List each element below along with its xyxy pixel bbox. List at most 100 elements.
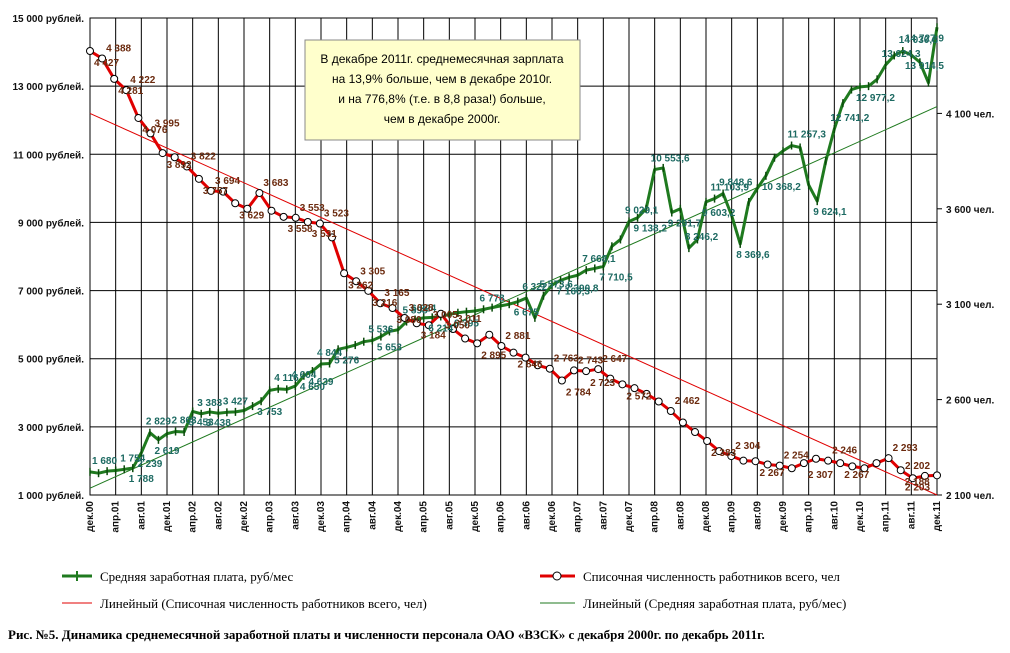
headcount-point [146, 129, 155, 138]
headcount-data-label: 3 757 [203, 186, 228, 197]
headcount-point [884, 454, 893, 463]
x-tick-label: апр.10 [804, 501, 815, 533]
x-tick-label: апр.02 [188, 501, 199, 533]
salary-data-label: 2 239 [137, 459, 162, 470]
salary-data-label: 4 844 [317, 348, 342, 359]
legend-salary: Средняя заработная плата, руб/мес [100, 569, 293, 584]
headcount-data-label: 4 388 [106, 43, 131, 54]
x-tick-label: дек.03 [316, 501, 327, 532]
salary-data-label: 7 160,3 [557, 286, 591, 297]
headcount-point [219, 187, 228, 196]
headcount-data-label: 2 246 [832, 446, 857, 457]
headcount-point [812, 454, 820, 463]
x-tick-label: авг.09 [752, 501, 763, 530]
headcount-data-label: 4 222 [130, 75, 155, 86]
headcount-point [134, 113, 143, 122]
headcount-data-label: 3 531 [312, 229, 337, 240]
headcount-data-label: 2 254 [784, 451, 809, 462]
legend-headcount: Списочная численность работников всего, … [583, 569, 840, 584]
left-tick-label: 5 000 рублей. [18, 354, 84, 366]
headcount-point [836, 459, 845, 468]
headcount-point [848, 462, 857, 471]
headcount-point [86, 47, 94, 56]
headcount-point [98, 54, 107, 63]
salary-data-label: 5 536 [368, 324, 393, 335]
headcount-data-label: 3 216 [372, 298, 397, 309]
headcount-point [243, 204, 252, 213]
salary-data-label: 3 753 [257, 407, 282, 418]
headcount-point [703, 437, 712, 446]
right-tick-label: 2 100 чел. [946, 491, 995, 502]
salary-data-label: 4 604 [291, 370, 316, 381]
headcount-data-label: 4 427 [94, 58, 119, 69]
x-tick-label: апр.05 [419, 501, 430, 533]
headcount-point [824, 456, 833, 465]
plot-frame [89, 17, 938, 496]
headcount-point [920, 471, 929, 480]
headcount-data-label: 2 743 [578, 355, 603, 366]
salary-data-label: 6 778 [480, 293, 505, 304]
headcount-data-label: 2 846 [518, 360, 543, 371]
headcount-point [231, 199, 240, 208]
headcount-data-label: 2 647 [602, 354, 627, 365]
left-tick-label: 1 000 рублей. [18, 490, 84, 502]
headcount-point [400, 313, 409, 322]
headcount-data-label: 2 572 [626, 391, 651, 402]
left-axis-ticks: 1 000 рублей. 3 000 рублей. 5 000 рублей. 7… [12, 13, 84, 502]
annotation-box: В декабре 2011г. среднемесячная зарплата… [304, 39, 581, 141]
headcount-point [122, 86, 131, 95]
figure-caption: Рис. №5. Динамика среднемесячной заработ… [8, 627, 765, 642]
salary-data-label: 5 276 [334, 355, 359, 366]
headcount-point [340, 269, 349, 278]
salary-data-label: 4 650 [300, 382, 325, 393]
right-tick-label: 2 600 чел. [946, 396, 995, 407]
headcount-point [110, 74, 119, 83]
salary-data-label: 1 754 [120, 453, 145, 464]
left-tick-label: 15 000 рублей. [12, 13, 84, 25]
x-tick-label: дек.01 [162, 501, 173, 532]
headcount-data-label: 3 892 [167, 160, 192, 171]
headcount-point [678, 418, 687, 427]
headcount-data-label: 3 028 [409, 303, 434, 314]
headcount-point [521, 353, 530, 362]
salary-data-label: 9 848,6 [719, 178, 753, 189]
salary-data-label: 8 246,2 [685, 232, 719, 243]
salary-data-label: 7 668,1 [582, 254, 616, 265]
x-tick-label: авг.08 [675, 501, 686, 530]
headcount-point [182, 162, 191, 171]
headcount-data-label: 3 683 [263, 178, 288, 189]
x-tick-label: дек.00 [85, 501, 96, 532]
salary-data-label: 1 680 [92, 456, 117, 467]
salary-data-label: 3 427 [223, 396, 248, 407]
x-tick-label: дек.05 [470, 501, 481, 532]
headcount-point [267, 206, 276, 215]
headcount-data-label: 3 629 [239, 210, 264, 221]
headcount-data-label: 3 262 [348, 280, 373, 291]
salary-data-label: 9 029,1 [625, 205, 659, 216]
x-tick-label: апр.08 [650, 501, 661, 533]
salary-data-label: 11 103,9 [711, 183, 750, 194]
salary-data-label: 13 624,3 [882, 49, 921, 60]
headcount-data-label: 2 723 [590, 378, 615, 389]
headcount-data-label: 2 267 [844, 470, 869, 481]
salary-data-label: 2 619 [154, 446, 179, 457]
salary-data-label: 5 573,6 [539, 280, 573, 291]
x-tick-label: авг.11 [906, 501, 917, 530]
headcount-data-label: 4 281 [118, 86, 143, 97]
headcount-point [449, 325, 457, 334]
headcount-point [424, 321, 433, 330]
salary-data-label: 14 030,8 [899, 35, 938, 46]
headcount-data-label: 3 011 [457, 314, 482, 325]
x-tick-label: апр.07 [573, 501, 584, 533]
headcount-data-label: 3 305 [360, 266, 385, 277]
x-tick-label: дек.09 [778, 501, 789, 532]
headcount-data-label: 3 553 [300, 203, 325, 214]
headcount-point [303, 217, 312, 226]
headcount-point [570, 366, 578, 375]
headcount-point [279, 212, 288, 221]
x-tick-label: апр.03 [265, 501, 276, 533]
headcount-point [352, 277, 361, 286]
salary-data-label: 3 438 [206, 418, 231, 429]
headcount-point [509, 348, 518, 357]
